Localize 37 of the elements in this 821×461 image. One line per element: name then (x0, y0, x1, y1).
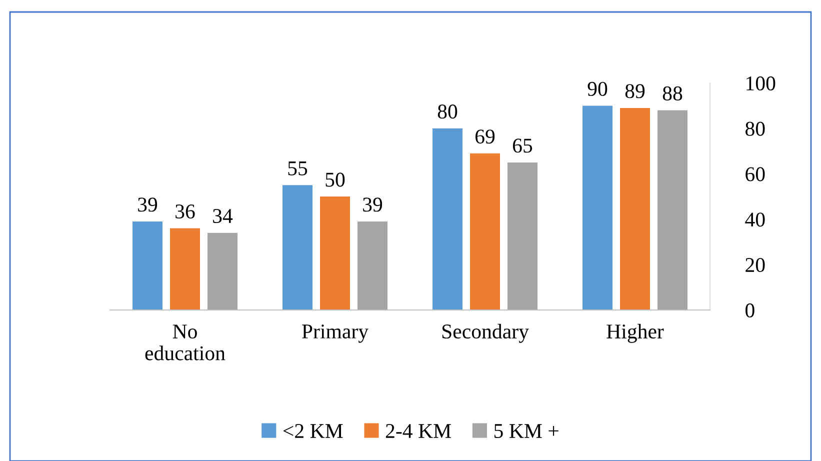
bar (320, 196, 350, 310)
y-tick-label: 40 (745, 212, 765, 227)
y-tick-label: 80 (746, 122, 765, 136)
bar (508, 162, 538, 310)
data-label: 50 (326, 172, 345, 187)
bar (132, 221, 162, 310)
data-label: 89 (625, 84, 645, 98)
bar (170, 228, 200, 310)
data-label: 65 (512, 138, 532, 153)
bar (432, 128, 462, 310)
x-tick-label: Secondary (442, 324, 529, 343)
data-label: 55 (288, 162, 308, 176)
y-tick-label: 100 (746, 76, 776, 90)
x-tick-label: Primary (302, 324, 368, 343)
data-label: 88 (662, 86, 682, 100)
y-tick-label: 0 (746, 303, 754, 318)
data-label: 36 (176, 204, 195, 218)
data-label: 39 (363, 198, 382, 212)
legend-label: 5 KM + (494, 424, 558, 438)
x-tick-label: No education (145, 324, 226, 360)
legend-label: 2-4 KM (386, 424, 451, 438)
data-label: 34 (213, 209, 233, 224)
bar (282, 185, 312, 310)
data-label: 80 (438, 104, 458, 119)
bar (658, 110, 688, 310)
bar (582, 106, 612, 310)
bar (470, 153, 500, 310)
legend-label: <2 KM (283, 424, 343, 438)
bar (208, 232, 238, 310)
y-tick-label: 20 (746, 258, 765, 272)
x-tick-label: Higher (606, 324, 664, 343)
data-label: 69 (475, 130, 495, 144)
data-label: 90 (588, 82, 608, 96)
bar (358, 221, 388, 310)
bar (620, 108, 650, 310)
data-label: 39 (138, 198, 158, 212)
y-tick-label: 60 (746, 167, 765, 182)
